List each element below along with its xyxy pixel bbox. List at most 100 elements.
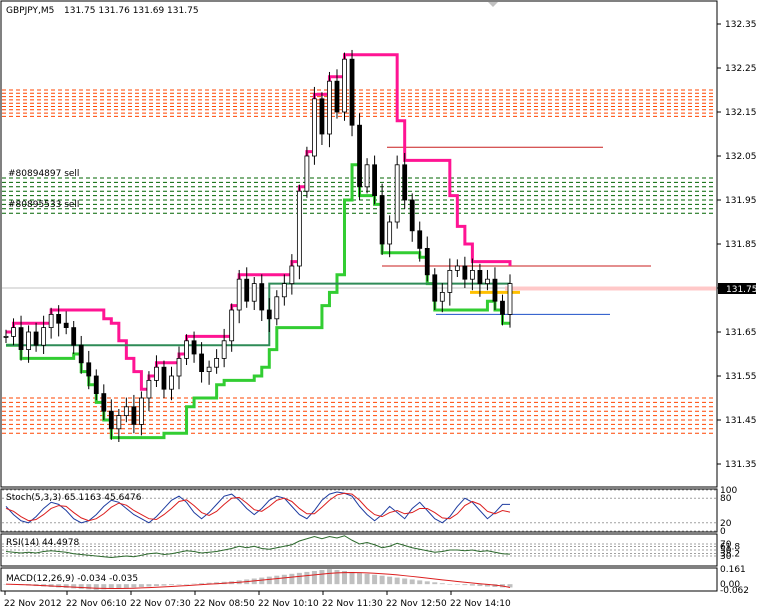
current-price-label: 131.75 — [726, 285, 757, 295]
macd-bar — [161, 584, 167, 586]
candle-body — [259, 283, 265, 311]
candle-body — [469, 269, 475, 280]
candle-body — [169, 375, 174, 390]
candle-body — [154, 366, 159, 381]
macd-bar — [439, 583, 445, 585]
price-tick-label: 132.25 — [725, 64, 757, 74]
candle-body — [312, 98, 317, 157]
candle-body — [176, 357, 182, 377]
macd-bar — [424, 581, 430, 585]
stoch-tick-label: 80 — [720, 494, 732, 504]
macd-bar — [289, 573, 295, 585]
candle-body — [274, 296, 280, 320]
rsi-tick-label: 30 — [720, 552, 732, 562]
macd-bar — [372, 574, 378, 585]
candle-body — [214, 357, 220, 368]
stoch-tick-label: 100 — [720, 486, 737, 496]
macd-bar — [71, 584, 77, 589]
time-tick-label: 22 Nov 11:30 — [322, 599, 383, 609]
candle-body — [199, 353, 204, 373]
macd-bar — [311, 570, 317, 585]
price-tick-label: 131.85 — [725, 240, 757, 250]
macd-bar — [417, 580, 423, 585]
rsi-tick-label: 70 — [720, 540, 732, 550]
macd-bar — [469, 584, 475, 586]
candle-body — [372, 164, 377, 197]
macd-bar — [454, 584, 460, 585]
macd-bar — [319, 570, 325, 585]
candle-body — [221, 340, 227, 359]
rsi-title: RSI(14) 44.4978 — [6, 538, 79, 548]
candle-body — [349, 58, 355, 126]
candle-body — [86, 362, 92, 377]
candle-body — [364, 164, 370, 188]
macd-bar — [402, 578, 408, 585]
candle-body — [184, 340, 189, 359]
candle-body — [18, 327, 24, 351]
candle-body — [296, 190, 302, 267]
macd-bar — [296, 572, 302, 585]
candles — [3, 49, 513, 442]
macd-bar — [274, 575, 280, 585]
macd-panel-frame — [0, 567, 718, 592]
macd-bar — [123, 584, 129, 588]
price-tick-label: 132.35 — [725, 20, 757, 30]
current-price-tag — [718, 283, 756, 294]
candle-body — [101, 393, 107, 412]
macd-tick-label: 0.161 — [720, 565, 746, 575]
macd-bar — [259, 577, 265, 585]
candle-body — [439, 291, 445, 302]
candle-body — [327, 80, 332, 135]
macd-bar — [409, 579, 415, 585]
candle-body — [161, 366, 167, 390]
macd-bar — [394, 577, 400, 585]
time-tick-label: 22 Nov 07:30 — [130, 599, 191, 609]
macd-bar — [281, 574, 287, 585]
price-zones — [2, 89, 716, 434]
macd-bar — [304, 571, 310, 585]
candle-body — [206, 366, 212, 373]
macd-bar — [153, 584, 159, 587]
candle-body — [281, 283, 287, 298]
indicator-lines — [6, 53, 512, 440]
rsi-tick-label: 61.8 — [720, 542, 740, 552]
candle-body — [387, 221, 393, 245]
candle-body — [33, 331, 39, 346]
price-tick-label: 131.55 — [725, 372, 757, 382]
macd-bar — [387, 576, 393, 585]
candle-body — [108, 410, 114, 430]
macd-tick-label: -0.062 — [720, 586, 749, 596]
macd-bar — [462, 584, 468, 586]
stoch-tick-label: 0 — [720, 527, 726, 537]
scroll-marker-icon[interactable] — [488, 2, 498, 7]
time-tick-label: 22 Nov 10:10 — [258, 599, 319, 609]
macd-signal-line — [5, 571, 511, 589]
macd-bar — [477, 584, 483, 587]
candle-body — [319, 98, 325, 135]
candle-body — [236, 278, 242, 311]
candle-body — [244, 278, 250, 302]
time-tick-label: 22 Nov 08:50 — [194, 599, 255, 609]
macd-bar — [326, 569, 332, 585]
candle-body — [56, 313, 62, 324]
candle-body — [432, 274, 438, 302]
candle-body — [139, 397, 144, 425]
candle-body — [304, 155, 310, 192]
main-panel-frame — [0, 0, 718, 488]
price-tick-label: 131.45 — [725, 416, 757, 426]
rsi-tick-label: 50 — [720, 546, 732, 556]
candle-body — [131, 406, 137, 425]
order-label: #80894897 sell — [8, 169, 79, 179]
macd-bar — [108, 584, 114, 589]
candle-body — [266, 309, 272, 320]
time-tick-label: 22 Nov 14:10 — [450, 599, 511, 609]
candle-body — [485, 278, 490, 285]
price-tick-label: 131.35 — [725, 460, 757, 470]
macd-bar — [101, 584, 107, 590]
rsi-panel-frame — [0, 533, 718, 567]
macd-bar — [191, 583, 197, 585]
macd-bar — [447, 584, 453, 585]
candle-body — [424, 247, 430, 276]
